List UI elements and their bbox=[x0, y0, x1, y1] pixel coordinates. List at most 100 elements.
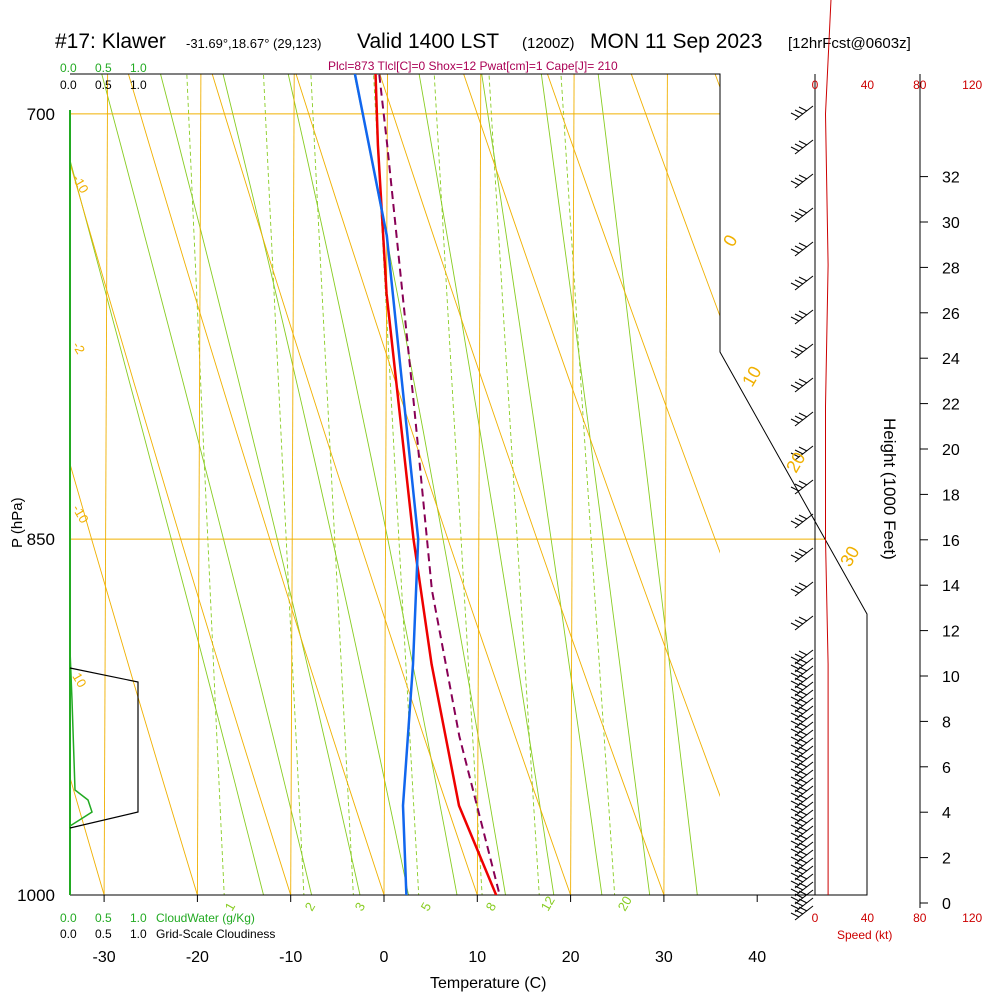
wind-barb-flag bbox=[794, 483, 804, 489]
mixing-ratio-1 bbox=[186, 74, 225, 895]
cloudiness-tick-top: 0.0 bbox=[60, 78, 77, 92]
wind-barb-flag bbox=[790, 180, 800, 186]
dry-adiabat-label: -2 bbox=[69, 339, 88, 357]
wind-barb-flag bbox=[798, 834, 808, 840]
wind-barb bbox=[794, 547, 814, 563]
wind-barb-flag bbox=[794, 813, 804, 819]
mixing-ratio-label: 2 bbox=[302, 900, 319, 914]
x-tick-label: 10 bbox=[468, 949, 486, 966]
wind-barb-flag bbox=[794, 415, 804, 421]
wind-barb-flag bbox=[790, 282, 800, 288]
cloudiness-tick-top: 0.5 bbox=[95, 78, 112, 92]
wind-barb-flag bbox=[794, 805, 804, 811]
wind-barb bbox=[794, 673, 814, 689]
x-tick-label: 0 bbox=[380, 949, 389, 966]
wind-barb-flag bbox=[798, 378, 808, 384]
wind-barb-flag bbox=[794, 177, 804, 183]
cloudwater-tick-bottom: 0.0 bbox=[60, 911, 77, 925]
moist-adiabat-10 bbox=[287, 74, 458, 895]
wind-barb-flag bbox=[794, 669, 804, 675]
x-axis-ticks: -30 -20 -10 0 10 20 30 40 bbox=[93, 895, 766, 966]
dry-adiabat-50 bbox=[547, 74, 720, 554]
wind-barb-flag bbox=[798, 746, 808, 752]
wind-barb bbox=[794, 881, 814, 897]
moist-adiabat--5 bbox=[101, 74, 313, 895]
mixing-ratio-20 bbox=[560, 74, 616, 895]
moist-adiabat-35 bbox=[597, 74, 698, 895]
wind-barb-flag bbox=[794, 517, 804, 523]
wind-barb-flag bbox=[798, 548, 808, 554]
surface-temperature-dot bbox=[501, 913, 509, 921]
wind-barb-flag bbox=[794, 901, 804, 907]
wind-barb-flag bbox=[798, 690, 808, 696]
wind-barb-flag bbox=[790, 816, 800, 822]
wind-barb-flag bbox=[798, 850, 808, 856]
wind-barb-flag bbox=[798, 208, 808, 214]
wind-barb-flag bbox=[798, 714, 808, 720]
wind-barb-flag bbox=[794, 709, 804, 715]
cloudiness-tick-bottom: 0.5 bbox=[95, 927, 112, 941]
wind-barb-flag bbox=[790, 664, 800, 670]
wind-barb-flag bbox=[798, 682, 808, 688]
height-tick-label: 18 bbox=[942, 487, 960, 504]
speed-label: Speed (kt) bbox=[837, 928, 892, 942]
cloudwater-label: CloudWater (g/Kg) bbox=[156, 911, 255, 925]
isotherm-30 bbox=[663, 74, 668, 895]
height-tick-label: 16 bbox=[942, 533, 960, 550]
wind-barb-flag bbox=[794, 449, 804, 455]
height-tick-label: 20 bbox=[942, 442, 960, 459]
wind-barb-flag bbox=[798, 762, 808, 768]
station-coords: -31.69°,18.67° (29,123) bbox=[186, 36, 321, 51]
wind-barb-flag bbox=[794, 313, 804, 319]
wind-barb-flag bbox=[798, 778, 808, 784]
cloudiness-tick-bottom: 0.0 bbox=[60, 927, 77, 941]
wind-barb-flag bbox=[798, 344, 808, 350]
wind-barb bbox=[794, 657, 814, 673]
wind-barb bbox=[794, 745, 814, 761]
wind-barb-flag bbox=[790, 696, 800, 702]
wind-barb bbox=[794, 343, 814, 359]
wind-barb-flag bbox=[790, 214, 800, 220]
height-tick-label: 6 bbox=[942, 760, 951, 777]
mixing-ratio-label: 12 bbox=[538, 893, 558, 913]
wind-barb-flag bbox=[790, 888, 800, 894]
speed-tick-bottom: 80 bbox=[913, 911, 927, 925]
cloudwater-tick-top: 1.0 bbox=[130, 61, 147, 75]
wind-barb-flag bbox=[794, 773, 804, 779]
speed-tick-top: 40 bbox=[861, 78, 875, 92]
wind-barb-flag bbox=[798, 140, 808, 146]
height-tick-label: 30 bbox=[942, 215, 960, 232]
wind-barb-flag bbox=[790, 704, 800, 710]
wind-barb-flag bbox=[798, 858, 808, 864]
height-tick-label: 8 bbox=[942, 714, 951, 731]
wind-barb bbox=[794, 411, 814, 427]
dry-adiabat-80 bbox=[65, 0, 1000, 1000]
wind-barb bbox=[794, 105, 814, 121]
height-tick-label: 22 bbox=[942, 397, 960, 414]
moist-adiabat-15 bbox=[353, 74, 506, 895]
cloudwater-profile bbox=[69, 649, 93, 895]
wind-barb bbox=[794, 753, 814, 769]
height-tick-label: 2 bbox=[942, 851, 951, 868]
plot-frame bbox=[70, 73, 868, 896]
wind-barb-flag bbox=[790, 896, 800, 902]
wind-barb-flag bbox=[790, 486, 800, 492]
wind-barb-flag bbox=[790, 872, 800, 878]
height-tick-label: 4 bbox=[942, 805, 951, 822]
moist-adiabat-25 bbox=[481, 74, 603, 895]
wind-barb-flag bbox=[790, 146, 800, 152]
wind-barb-flag bbox=[790, 904, 800, 910]
wind-barb bbox=[794, 793, 814, 809]
wind-barb bbox=[794, 729, 814, 745]
wind-barb bbox=[794, 445, 814, 461]
wind-barb bbox=[794, 825, 814, 841]
moist-adiabat-0 bbox=[160, 74, 361, 895]
wind-barb bbox=[794, 377, 814, 393]
wind-barb-flag bbox=[798, 786, 808, 792]
wind-barb-flag bbox=[794, 757, 804, 763]
wind-barb-flag bbox=[790, 760, 800, 766]
wind-barb-flag bbox=[798, 666, 808, 672]
